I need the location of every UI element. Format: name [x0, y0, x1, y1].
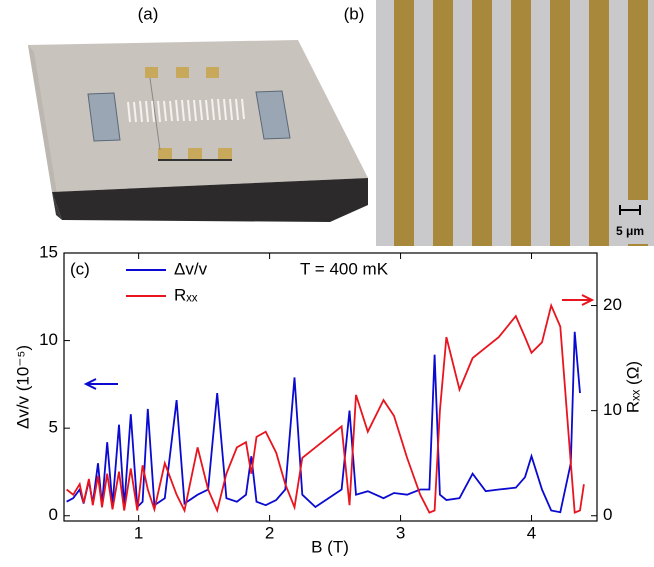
y2-tick-label: 10 — [603, 400, 622, 419]
y-tick-label: 10 — [39, 330, 58, 349]
micrograph — [376, 0, 654, 246]
data-line — [66, 302, 585, 514]
x-tick-label: 1 — [134, 523, 143, 542]
legend-label: Rₓₓ — [174, 285, 198, 304]
panel-label: (b) — [344, 4, 365, 23]
y2-tick-label: 20 — [603, 295, 622, 314]
y-tick-label: 5 — [49, 418, 58, 437]
x-axis-label: B (T) — [311, 537, 349, 556]
panel-label: (a) — [138, 4, 159, 23]
axis-arrow — [83, 378, 118, 390]
plot-frame — [63, 252, 598, 522]
y2-axis-label: Rₓₓ (Ω) — [623, 361, 642, 413]
data-line — [66, 331, 581, 514]
annotation: T = 400 mK — [300, 259, 389, 278]
scale-bar-label: 5 μm — [616, 224, 644, 238]
y2-tick-label: 0 — [603, 505, 612, 524]
y-tick-label: 0 — [49, 505, 58, 524]
x-tick-label: 4 — [527, 523, 536, 542]
x-tick-label: 3 — [396, 523, 405, 542]
y-tick-label: 15 — [39, 242, 58, 261]
axis-arrow — [562, 294, 595, 306]
device-render — [28, 40, 368, 222]
legend-label: Δv/v — [174, 259, 208, 278]
y-axis-label: Δv/v (10⁻⁵) — [13, 345, 32, 429]
x-tick-label: 2 — [265, 523, 274, 542]
panel-label: (c) — [70, 259, 90, 278]
